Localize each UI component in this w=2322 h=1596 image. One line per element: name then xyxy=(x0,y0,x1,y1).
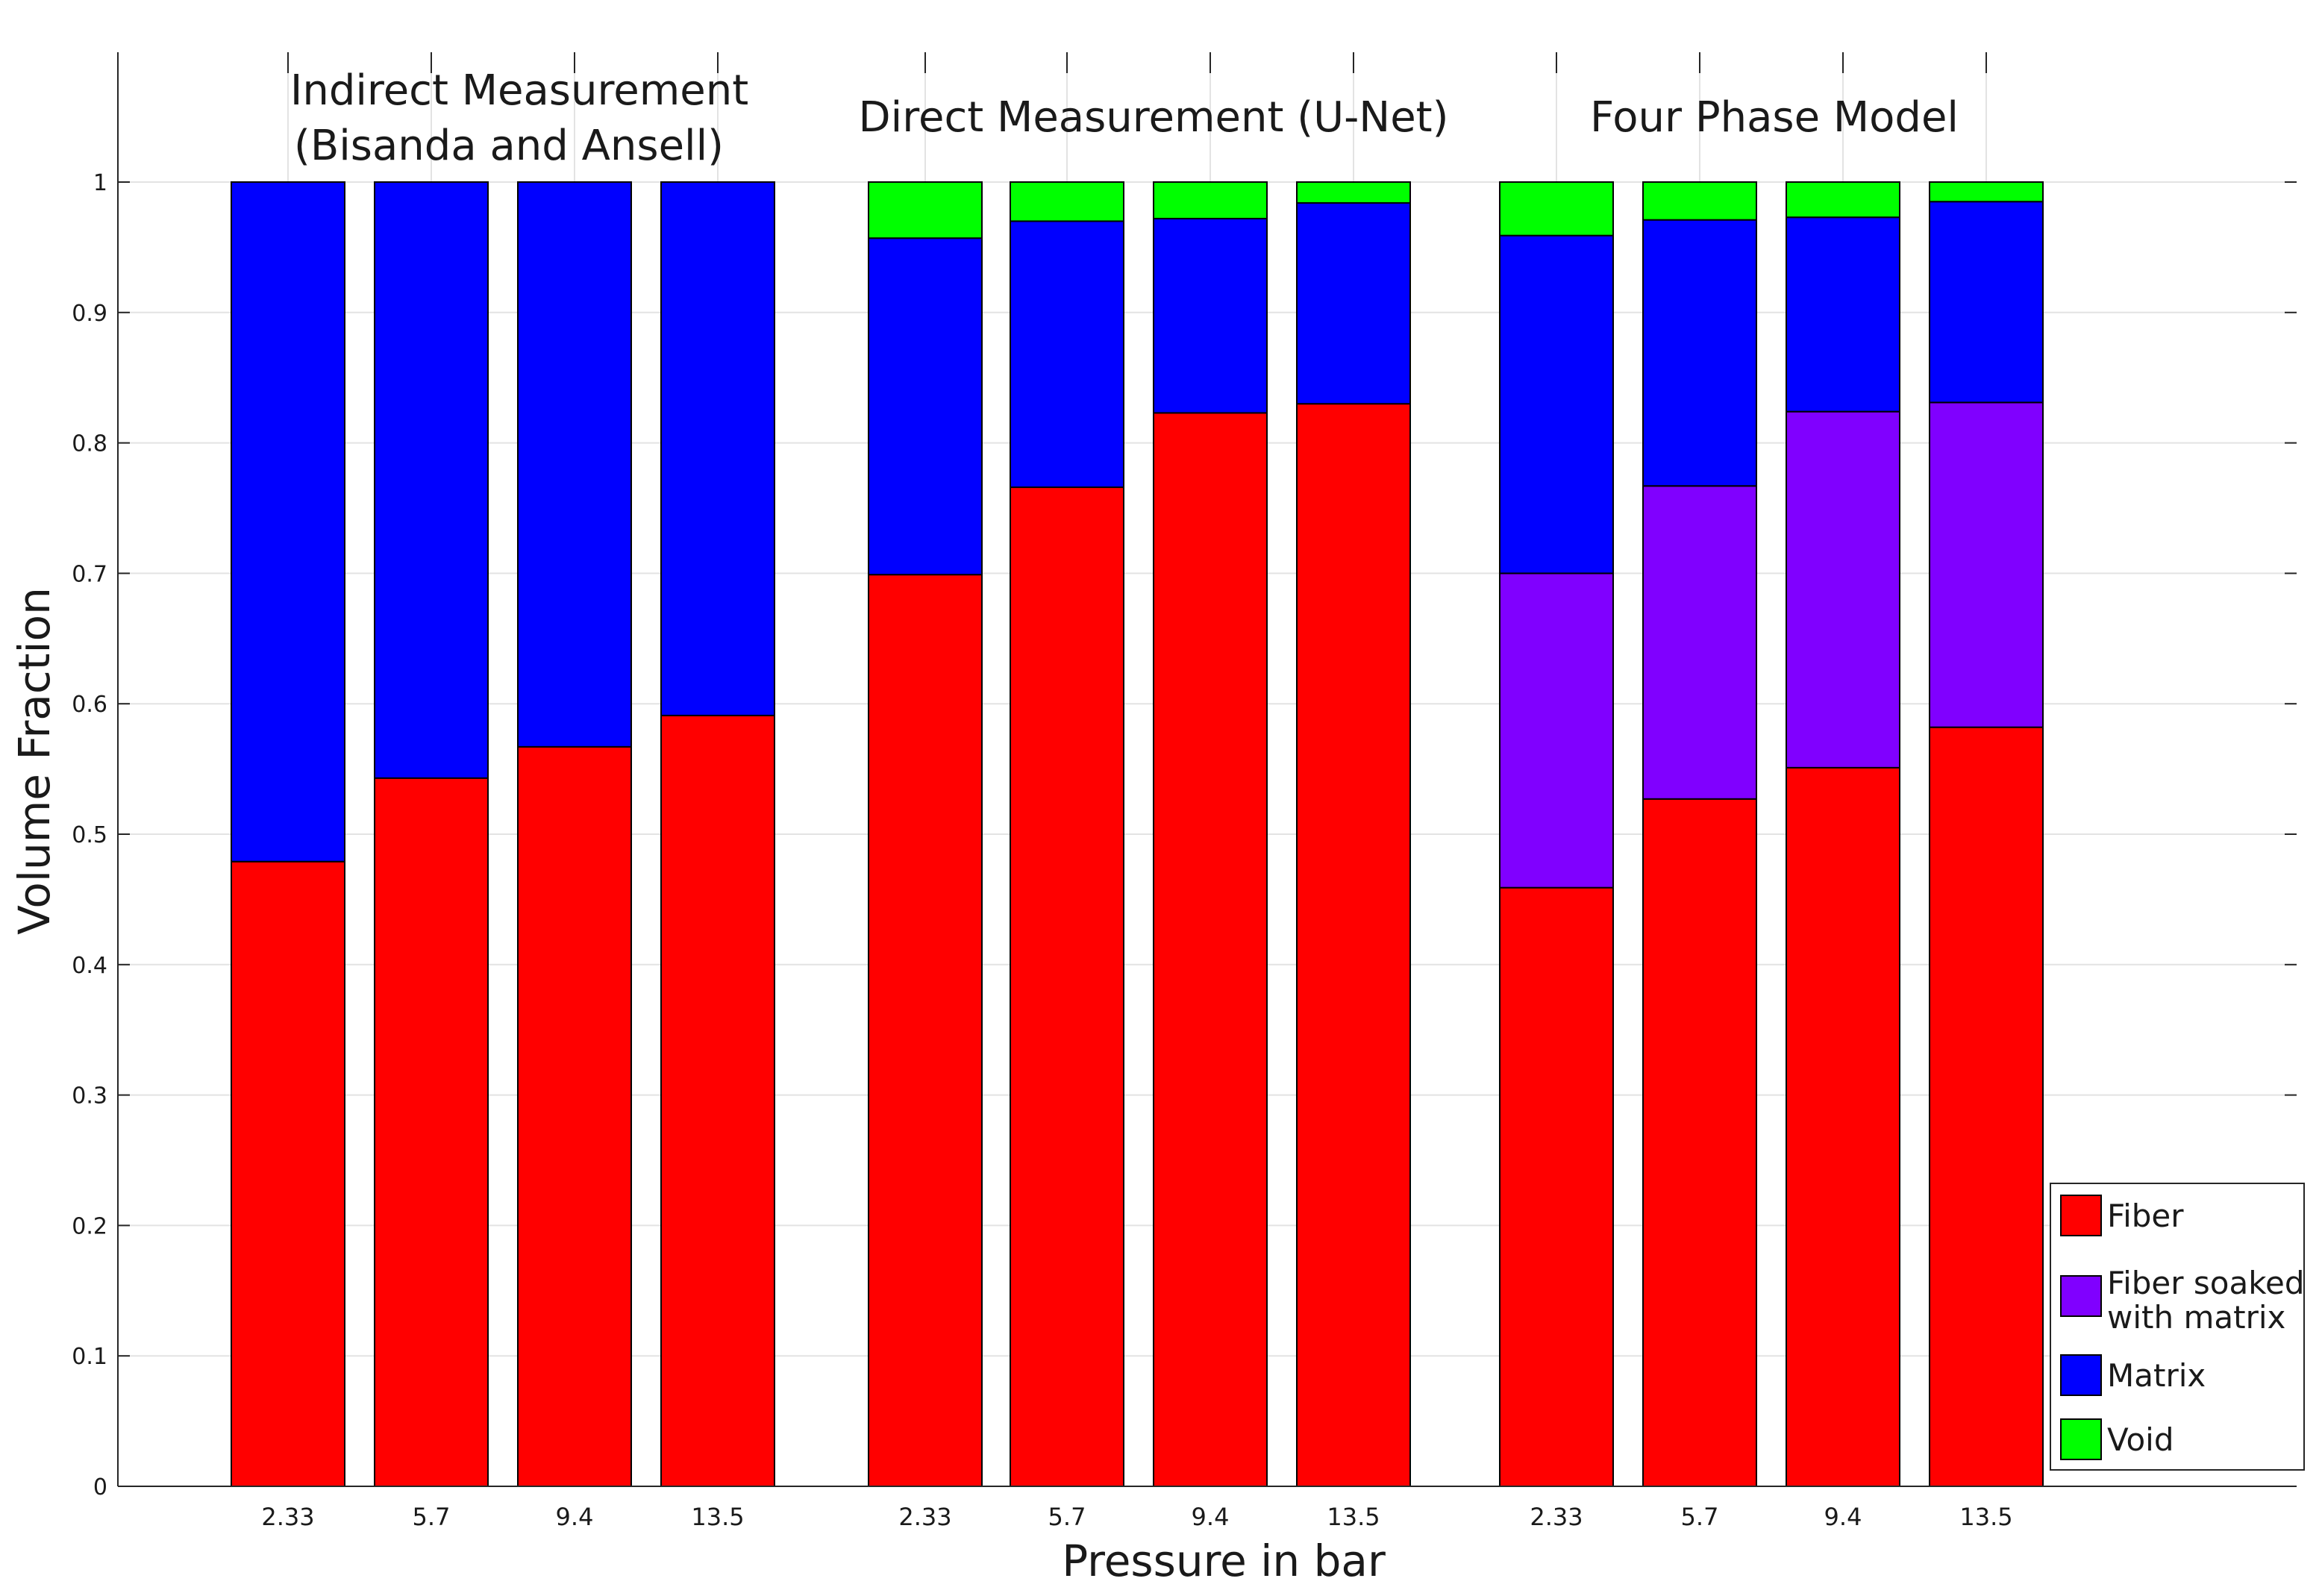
x-tick-label: 13.5 xyxy=(1327,1503,1380,1531)
bar-segment-void xyxy=(1010,181,1124,222)
legend-swatch-void xyxy=(2060,1418,2102,1460)
legend-swatch-matrix xyxy=(2060,1354,2102,1396)
bar-segment-void xyxy=(1786,181,1900,219)
legend-label-void: Void xyxy=(2107,1421,2174,1458)
bar-segment-matrix xyxy=(1153,217,1268,414)
x-tick-label: 9.4 xyxy=(1824,1503,1862,1531)
x-tick-label: 9.4 xyxy=(556,1503,594,1531)
group-title-indirect-line1: Indirect Measurement xyxy=(290,66,748,115)
bar-segment-void xyxy=(868,181,983,240)
x-tick-label: 5.7 xyxy=(413,1503,451,1531)
y-axis-label: Volume Fraction xyxy=(9,587,60,935)
y-tick-label: 0 xyxy=(93,1474,107,1500)
bar-segment-matrix xyxy=(1296,201,1411,405)
x-tick-label: 5.7 xyxy=(1681,1503,1719,1531)
x-tick-label: 13.5 xyxy=(691,1503,744,1531)
bar-segment-fiber xyxy=(660,714,775,1487)
x-tick-label: 2.33 xyxy=(261,1503,314,1531)
x-tick-label: 13.5 xyxy=(1959,1503,2012,1531)
bar-segment-fiber xyxy=(1296,403,1411,1487)
legend-label-fiber-soaked-line1: Fiber soaked xyxy=(2107,1265,2305,1301)
bar-segment-matrix xyxy=(1786,216,1900,413)
bar-segment-fiber xyxy=(1929,726,2044,1487)
bar-segment-matrix xyxy=(1642,219,1757,487)
y-tick-label: 0.1 xyxy=(72,1344,107,1370)
bar-segment-fiber xyxy=(1010,486,1124,1487)
y-tick-label: 0.7 xyxy=(72,561,107,587)
y-tick-label: 0.3 xyxy=(72,1083,107,1110)
group-title-four-phase: Four Phase Model xyxy=(1590,93,1959,142)
x-tick-label: 2.33 xyxy=(1530,1503,1583,1531)
y-tick-label: 0.9 xyxy=(72,301,107,327)
y-tick-label: 0.2 xyxy=(72,1213,107,1239)
bar-segment-fiber xyxy=(517,745,632,1487)
x-tick-label: 2.33 xyxy=(898,1503,951,1531)
bar-segment-fiber xyxy=(1153,412,1268,1487)
bar-segment-void xyxy=(1642,181,1757,221)
legend-label-matrix: Matrix xyxy=(2107,1357,2206,1394)
bar-segment-matrix xyxy=(374,181,489,779)
x-axis-label: Pressure in bar xyxy=(1062,1536,1386,1586)
legend-label-fiber-soaked-line2: with matrix xyxy=(2107,1299,2285,1336)
x-tick-label: 5.7 xyxy=(1048,1503,1086,1531)
legend-swatch-fiber xyxy=(2060,1195,2102,1236)
legend: Fiber Fiber soaked with matrix Matrix Vo… xyxy=(2050,1183,2305,1471)
bar-segment-matrix xyxy=(517,181,632,748)
bar-segment-fiber-soaked-with-matrix xyxy=(1929,401,2044,728)
bars-layer xyxy=(231,181,2044,1488)
bar-segment-matrix xyxy=(1929,201,2044,404)
y-tick-label: 0.4 xyxy=(72,953,107,979)
legend-swatch-fiber-soaked xyxy=(2060,1275,2102,1317)
y-tick-label: 0.5 xyxy=(72,822,107,848)
bar-segment-matrix xyxy=(231,181,345,863)
bar-segment-matrix xyxy=(1010,220,1124,489)
bar-segment-matrix xyxy=(1499,234,1614,575)
legend-label-fiber: Fiber xyxy=(2107,1198,2184,1234)
bar-segment-fiber-soaked-with-matrix xyxy=(1786,410,1900,769)
bar-segment-fiber xyxy=(1786,766,1900,1488)
y-tick-label: 1 xyxy=(93,170,107,196)
y-tick-label: 0.8 xyxy=(72,431,107,457)
axes-layer: 0 0.1 0.2 0.3 0.4 0.5 0.6 0.7 0.8 0.9 1 2.33 5.7 9.4 1… xyxy=(72,52,2297,1531)
group-title-indirect-line2: (Bisanda and Ansell) xyxy=(294,122,724,170)
y-tick-label: 0.6 xyxy=(72,692,107,718)
bar-segment-fiber xyxy=(1642,798,1757,1487)
bar-segment-void xyxy=(1929,181,2044,203)
bar-segment-fiber xyxy=(1499,886,1614,1487)
bar-segment-matrix xyxy=(868,237,983,576)
bar-segment-fiber xyxy=(231,860,345,1487)
bar-segment-void xyxy=(1296,181,1411,204)
bar-segment-fiber-soaked-with-matrix xyxy=(1499,572,1614,889)
labels-layer: Indirect Measurement (Bisanda and Ansell… xyxy=(9,66,1959,1586)
group-title-direct: Direct Measurement (U-Net) xyxy=(859,93,1449,142)
bar-segment-fiber xyxy=(374,777,489,1488)
bar-segment-void xyxy=(1499,181,1614,237)
bar-segment-fiber xyxy=(868,574,983,1488)
bar-segment-fiber-soaked-with-matrix xyxy=(1642,485,1757,800)
bar-segment-void xyxy=(1153,181,1268,219)
x-tick-label: 9.4 xyxy=(1192,1503,1230,1531)
bar-segment-matrix xyxy=(660,181,775,716)
